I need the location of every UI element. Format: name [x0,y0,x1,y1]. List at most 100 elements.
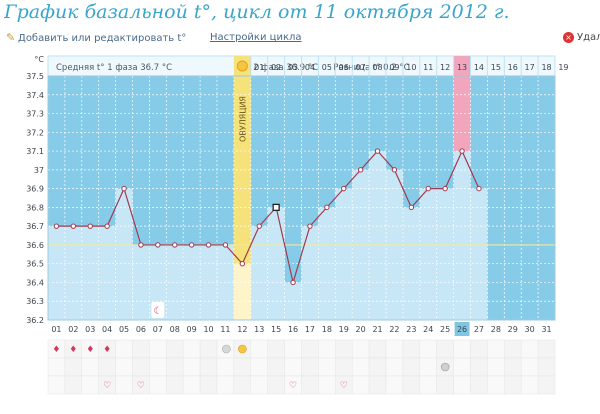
phase2-day-label: 19 [558,63,568,72]
highlight-header [453,56,471,76]
symptom-cell [385,375,404,395]
phase2-day-label: 18 [541,63,551,72]
temperature-bar [98,226,116,320]
add-edit-temperature-link[interactable]: ✎ Добавить или редактировать t° [6,30,186,46]
symptom-cell [98,357,116,377]
moon-icon: ☾ [153,306,162,317]
temperature-point [324,204,330,211]
symptom-cell [267,339,285,359]
symptom-cell [436,375,454,395]
symptom-cell [318,339,336,359]
x-tick-label: 04 [102,325,112,334]
symptom-cell [149,375,167,395]
delete-label: Удал [577,32,600,43]
x-tick-label: 26 [457,325,467,334]
temperature-point [188,242,195,248]
symptom-cell [132,339,150,359]
phase2-day-label: 07 [356,63,366,72]
intercourse-icon: ♡ [103,381,111,391]
x-tick-label: 12 [237,325,247,334]
temperature-point [53,223,60,229]
temperature-point [104,223,110,229]
symptom-cell [182,357,201,377]
ovulation-test-icon [238,344,247,354]
temperature-difference: Разница t° 0.2 °C [333,63,409,73]
temperature-point [222,242,229,248]
temperature-bar [419,188,437,320]
symptom-cell [520,357,539,377]
delete-icon: × [563,32,574,43]
symptom-cell [115,375,133,395]
delete-cycle-link[interactable]: × Удал [563,30,600,46]
symptom-cell [64,375,83,395]
x-tick-label: 20 [356,325,366,334]
temperature-point [290,279,296,286]
cycle-settings-link[interactable]: Настройки цикла [210,32,302,43]
symptom-cell [47,375,66,395]
symptom-cell [166,339,184,359]
symptom-cell [537,339,556,359]
temperature-point [357,167,364,173]
plot-border [47,75,556,321]
add-edit-temperature-label: Добавить или редактировать t° [18,33,187,44]
symptom-cell [267,375,285,395]
symptom-cell [335,339,353,359]
phase2-day-label: 11 [423,63,433,72]
temperature-point [155,242,161,248]
symptom-cell [351,375,370,395]
temperature-point [408,204,415,211]
menstruation-icon: ♦ [86,345,94,355]
symptom-cell [504,339,522,359]
phase2-day-label: 10 [406,63,416,72]
temperature-point [87,223,93,229]
page-title: График базальной t°, цикл от 11 октября … [4,1,510,23]
symptom-cell [115,339,133,359]
symptom-cell [149,357,167,377]
symptom-cell [402,375,421,395]
symptom-cell [402,357,421,377]
symptom-cell [301,339,319,359]
x-tick-label: 21 [372,325,382,334]
symptom-cell [250,357,268,377]
x-tick-label: 16 [288,325,298,334]
phase2-day-label: 14 [474,63,484,72]
phase2-day-label: 13 [457,63,467,72]
x-tick-label: 30 [525,325,535,334]
symptom-cell [233,357,252,377]
symptom-cell [64,357,83,377]
phase2-summary: 2 фаза 36.9 °C [253,63,318,73]
temperature-line [56,149,480,285]
temperature-point [341,185,347,192]
temperature-bar [369,151,386,320]
y-tick-label: 36.2 [26,316,44,325]
symptom-cell [132,357,150,377]
phase2-day-label: 02 [271,63,281,72]
symptom-cell [182,375,201,395]
note-icon [222,344,231,354]
intercourse-icon: ♡ [137,381,145,391]
temperature-point [70,223,77,229]
symptom-cell [318,375,336,395]
symptom-cell [368,357,387,377]
pencil-icon: ✎ [6,31,16,44]
symptom-cell [284,357,302,377]
symptom-cell [537,375,556,395]
y-tick-label: 37.3 [26,110,44,119]
y-tick-label: 37.4 [26,91,44,100]
x-tick-label: 11 [220,325,230,334]
symptom-cell [115,357,133,377]
x-tick-label: 29 [508,325,518,334]
symptom-cell [216,357,235,377]
temperature-point [442,185,448,192]
symptom-cell [351,339,370,359]
x-tick-label: 08 [170,325,180,334]
temperature-point [121,185,127,192]
phase2-day-label: 08 [372,63,382,72]
phase2-day-label: 01 [254,63,264,72]
ovulation-bar [233,263,251,320]
x-tick-label: 10 [203,325,213,334]
x-tick-label: 01 [51,325,61,334]
x-tick-label: 23 [406,325,416,334]
symptom-cell [504,375,522,395]
symptom-cell [335,357,353,377]
